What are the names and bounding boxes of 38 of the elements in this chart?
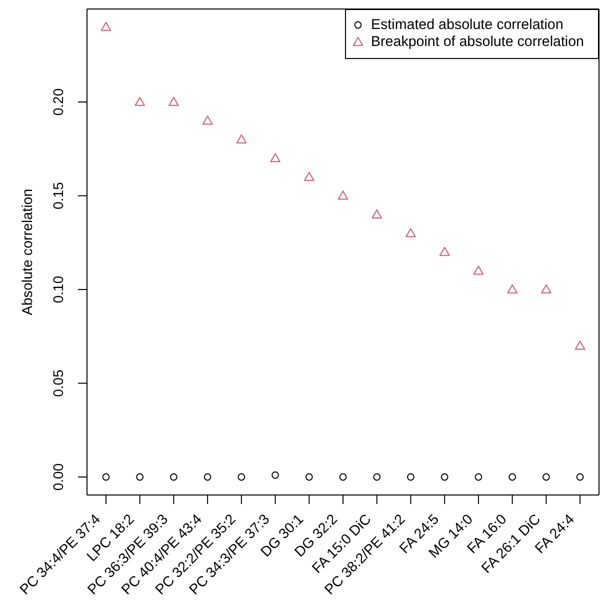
point — [236, 134, 247, 144]
point — [305, 473, 313, 481]
point — [406, 228, 416, 238]
point — [473, 266, 484, 275]
point — [338, 190, 348, 200]
point — [542, 473, 550, 481]
point — [574, 340, 586, 350]
point — [372, 209, 382, 218]
point — [474, 473, 482, 481]
legend-label: Estimated absolute correlation — [371, 17, 564, 34]
point — [339, 473, 347, 481]
point — [507, 284, 518, 294]
point — [102, 473, 110, 481]
point — [270, 153, 280, 162]
y-tick-label: 0.10 — [50, 276, 66, 304]
point — [407, 473, 414, 481]
point — [134, 96, 145, 106]
y-tick-label: 0.00 — [50, 463, 66, 491]
point — [541, 284, 552, 294]
legend-label: Breakpoint of absolute correlation — [371, 34, 584, 50]
y-axis-title: Absolute correlation — [20, 188, 36, 316]
point — [100, 22, 112, 31]
point — [204, 473, 212, 481]
point — [272, 471, 279, 479]
point — [304, 172, 314, 181]
y-tick-label: 0.15 — [50, 182, 66, 210]
point — [508, 473, 516, 481]
point — [238, 473, 246, 481]
point — [440, 473, 448, 481]
point — [168, 96, 179, 106]
y-tick-label: 0.20 — [50, 88, 66, 116]
point — [202, 116, 213, 125]
point — [373, 473, 381, 481]
point — [136, 473, 144, 481]
point — [576, 473, 584, 481]
point — [170, 473, 178, 481]
y-tick-label: 0.05 — [50, 369, 66, 397]
point — [439, 246, 450, 256]
